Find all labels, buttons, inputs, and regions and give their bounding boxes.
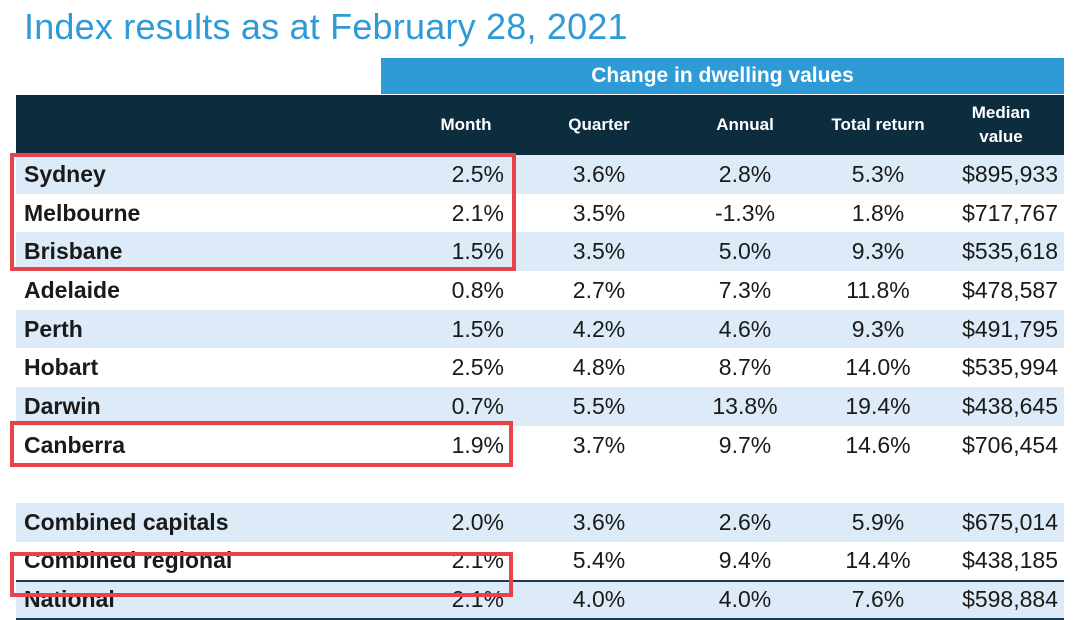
- column-group-header: Change in dwelling values: [381, 58, 1064, 94]
- table-row: Sydney 2.5% 3.6% 2.8% 5.3% $895,933: [16, 155, 1064, 194]
- row-median-value: $717,767: [962, 199, 1058, 226]
- row-month: 1.5%: [451, 315, 504, 342]
- row-annual: 5.0%: [718, 238, 772, 265]
- summary-row: Combined capitals 2.0% 3.6% 2.6% 5.9% $6…: [16, 503, 1064, 542]
- row-annual: 4.6%: [718, 315, 772, 342]
- header-total-return: Total return: [831, 115, 925, 134]
- page-title: Index results as at February 28, 2021: [24, 6, 628, 47]
- row-total-return: 1.8%: [851, 199, 905, 226]
- row-city: Perth: [24, 315, 83, 342]
- row-median-value: $438,645: [962, 392, 1058, 419]
- row-month: 0.8%: [451, 276, 504, 303]
- table-row: Adelaide 0.8% 2.7% 7.3% 11.8% $478,587: [16, 271, 1064, 310]
- row-month: 2.1%: [406, 579, 526, 620]
- row-total-return: 5.3%: [851, 160, 905, 187]
- row-city: Combined regional: [24, 547, 233, 574]
- row-month: 2.5%: [451, 160, 504, 187]
- row-quarter: 5.4%: [572, 547, 626, 574]
- header-quarter: Quarter: [568, 115, 630, 134]
- row-median-value: $598,884: [938, 579, 1064, 620]
- row-month: 2.5%: [451, 354, 504, 381]
- row-total-return: 11.8%: [846, 276, 910, 303]
- row-city: Adelaide: [24, 276, 120, 303]
- header-median-line1: Median: [971, 103, 1031, 122]
- row-annual: 9.7%: [718, 431, 772, 458]
- row-median-value: $535,994: [962, 354, 1058, 381]
- row-annual: 7.3%: [718, 276, 772, 303]
- table-row: Perth 1.5% 4.2% 4.6% 9.3% $491,795: [16, 309, 1064, 349]
- row-city: Sydney: [24, 160, 106, 187]
- row-month: 2.1%: [451, 547, 504, 574]
- row-month: 0.7%: [451, 392, 504, 419]
- header-median-value: Median value: [938, 95, 1064, 155]
- row-median-value: $535,618: [962, 238, 1058, 265]
- row-quarter: 4.8%: [572, 354, 626, 381]
- row-annual: -1.3%: [714, 199, 776, 226]
- index-results-table: Month Quarter Annual Total return Median…: [16, 95, 1064, 620]
- header-median-line2: value: [979, 127, 1023, 146]
- highlight-box-national: [10, 552, 513, 597]
- row-city: Brisbane: [24, 238, 123, 265]
- table-row: Darwin 0.7% 5.5% 13.8% 19.4% $438,645: [16, 387, 1064, 426]
- row-city: Hobart: [24, 354, 99, 381]
- row-city: Melbourne: [24, 199, 141, 226]
- row-total-return: 7.6%: [818, 579, 938, 620]
- row-median-value: $675,014: [962, 509, 1058, 536]
- row-quarter: 5.5%: [572, 392, 626, 419]
- row-total-return: 9.3%: [851, 315, 905, 342]
- row-quarter: 3.6%: [572, 509, 626, 536]
- summary-row: Combined regional 2.1% 5.4% 9.4% 14.4% $…: [16, 542, 1064, 581]
- row-month: 1.5%: [451, 238, 504, 265]
- table-row: Canberra 1.9% 3.7% 9.7% 14.6% $706,454: [16, 426, 1064, 465]
- row-total-return: 14.6%: [845, 431, 911, 458]
- row-quarter: 3.6%: [572, 160, 626, 187]
- highlight-box-canberra: [10, 421, 513, 467]
- row-quarter: 3.5%: [572, 238, 626, 265]
- row-total-return: 14.0%: [845, 354, 911, 381]
- row-month: 2.1%: [451, 199, 504, 226]
- row-total-return: 19.4%: [845, 392, 911, 419]
- row-city: Darwin: [24, 392, 101, 419]
- highlight-box-sydney-brisbane: [10, 153, 516, 271]
- header-annual: Annual: [716, 115, 774, 134]
- row-annual: 4.0%: [672, 579, 818, 620]
- header-city: [16, 95, 406, 155]
- table-row: Hobart 2.5% 4.8% 8.7% 14.0% $535,994: [16, 348, 1064, 387]
- row-annual: 2.6%: [718, 509, 772, 536]
- row-annual: 2.8%: [718, 160, 772, 187]
- row-month: 1.9%: [451, 431, 504, 458]
- table-row: Brisbane 1.5% 3.5% 5.0% 9.3% $535,618: [16, 232, 1064, 272]
- row-median-value: $895,933: [962, 160, 1058, 187]
- row-median-value: $478,587: [962, 276, 1058, 303]
- row-quarter: 3.5%: [572, 199, 626, 226]
- row-city: Canberra: [24, 431, 125, 458]
- header-month: Month: [440, 115, 492, 134]
- row-annual: 9.4%: [718, 547, 772, 574]
- row-month: 2.0%: [451, 509, 504, 536]
- table-header-row: Month Quarter Annual Total return Median…: [16, 95, 1064, 155]
- row-total-return: 9.3%: [851, 238, 905, 265]
- row-median-value: $706,454: [962, 431, 1058, 458]
- row-quarter: 3.7%: [572, 431, 626, 458]
- table-row: Melbourne 2.1% 3.5% -1.3% 1.8% $717,767: [16, 194, 1064, 233]
- row-median-value: $491,795: [962, 315, 1058, 342]
- table-spacer: [16, 464, 1064, 504]
- row-quarter: 4.0%: [526, 579, 672, 620]
- row-total-return: 5.9%: [851, 509, 905, 536]
- row-total-return: 14.4%: [845, 547, 911, 574]
- row-quarter: 4.2%: [572, 315, 626, 342]
- row-annual: 8.7%: [718, 354, 772, 381]
- row-city: Combined capitals: [24, 509, 229, 536]
- row-annual: 13.8%: [712, 392, 778, 419]
- row-median-value: $438,185: [962, 547, 1058, 574]
- row-quarter: 2.7%: [572, 276, 626, 303]
